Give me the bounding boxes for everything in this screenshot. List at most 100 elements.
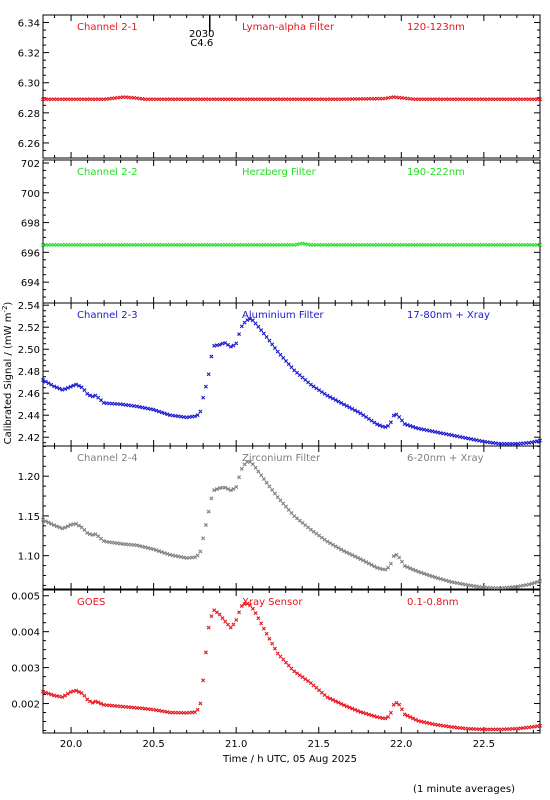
data-point: [347, 551, 352, 556]
data-point: [350, 406, 355, 411]
data-point: [325, 393, 330, 398]
data-point: [49, 521, 54, 526]
data-point: [68, 689, 73, 694]
data-point: [43, 379, 48, 384]
data-point: [388, 710, 393, 715]
data-point: [399, 707, 404, 712]
data-point: [386, 95, 391, 100]
data-point: [317, 388, 322, 393]
data-point: [234, 484, 239, 489]
data-point: [394, 700, 399, 705]
data-point: [314, 386, 319, 391]
data-point: [532, 580, 537, 585]
data-point: [140, 544, 145, 549]
data-point: [405, 422, 410, 427]
data-point: [388, 420, 393, 425]
data-point: [162, 411, 167, 416]
data-point: [449, 580, 454, 584]
data-point: [278, 352, 283, 357]
data-point: [270, 487, 275, 492]
x-tick-label: 20.5: [142, 739, 164, 750]
data-point: [286, 507, 291, 512]
data-point: [413, 717, 418, 722]
y-tick-label: 0.002: [11, 700, 40, 711]
data-point: [452, 433, 457, 438]
data-point: [330, 396, 335, 401]
data-point: [57, 386, 62, 391]
y-tick-label: 1.10: [18, 552, 40, 563]
data-point: [168, 552, 172, 557]
data-point: [201, 395, 206, 400]
data-point: [416, 718, 421, 723]
data-point: [375, 714, 380, 719]
data-point: [76, 383, 81, 388]
data-point: [201, 536, 206, 541]
data-point: [71, 383, 76, 388]
data-point: [358, 411, 363, 416]
data-point: [435, 430, 440, 435]
data-point: [330, 697, 335, 702]
data-point: [419, 570, 424, 575]
data-point: [526, 582, 531, 587]
data-point: [413, 425, 418, 430]
data-point: [101, 400, 106, 405]
data-point: [286, 362, 291, 367]
data-point: [366, 712, 371, 717]
data-point: [245, 318, 250, 323]
data-point: [444, 578, 449, 583]
data-point: [524, 582, 529, 587]
panel-4: 1.10 1.15 1.20 Channel 2-4 Zirconium Filter 6…: [18, 445, 542, 591]
data-point: [292, 669, 297, 674]
data-point: [52, 384, 57, 389]
data-point: [444, 432, 449, 437]
data-point: [209, 614, 214, 619]
data-point: [289, 666, 294, 671]
data-point: [96, 395, 101, 400]
panel-filter-label: Zirconium Filter: [242, 453, 321, 464]
data-point: [192, 414, 197, 419]
data-point: [226, 342, 230, 347]
data-point: [226, 622, 230, 627]
data-point: [46, 691, 51, 696]
data-point: [405, 565, 410, 570]
data-point: [137, 404, 142, 409]
data-point: [41, 689, 45, 694]
panel-channel-label: Channel 2-3: [77, 310, 138, 321]
data-point: [250, 318, 255, 323]
data-point: [217, 612, 222, 617]
data-point: [446, 579, 451, 584]
data-point: [87, 393, 92, 398]
data-point: [156, 409, 161, 414]
data-point: [422, 427, 427, 432]
y-tick-label: 702: [21, 159, 40, 170]
data-point: [460, 582, 465, 587]
data-point: [369, 713, 374, 718]
panel-band-label: 17-80nm + Xray: [407, 310, 490, 321]
x-tick-label: 21.5: [308, 739, 330, 750]
data-point: [272, 491, 277, 496]
data-point: [391, 413, 396, 418]
data-point: [372, 564, 377, 569]
y-tick-label: 694: [21, 278, 40, 289]
data-point: [198, 701, 203, 706]
data-point: [228, 488, 233, 493]
data-point: [151, 547, 156, 552]
data-point: [526, 440, 531, 445]
y-tick-label: 1.20: [18, 472, 40, 483]
data-point: [366, 561, 371, 566]
data-point: [325, 539, 330, 544]
data-point: [237, 475, 242, 480]
data-point: [518, 583, 523, 588]
data-point: [375, 422, 380, 427]
data-point: [57, 525, 62, 530]
panel-channel-label: GOES: [77, 597, 105, 608]
x-tick-label: 21.0: [225, 739, 247, 750]
data-point: [98, 701, 103, 706]
footnote: (1 minute averages): [413, 784, 515, 795]
data-point: [538, 242, 542, 247]
data-point: [162, 709, 167, 714]
data-point: [449, 433, 454, 438]
data-point: [361, 710, 366, 715]
data-point: [364, 415, 369, 420]
panel-5: 0.002 0.003 0.004 0.005 GOES Xray Sensor 0.1-0…: [11, 589, 542, 734]
